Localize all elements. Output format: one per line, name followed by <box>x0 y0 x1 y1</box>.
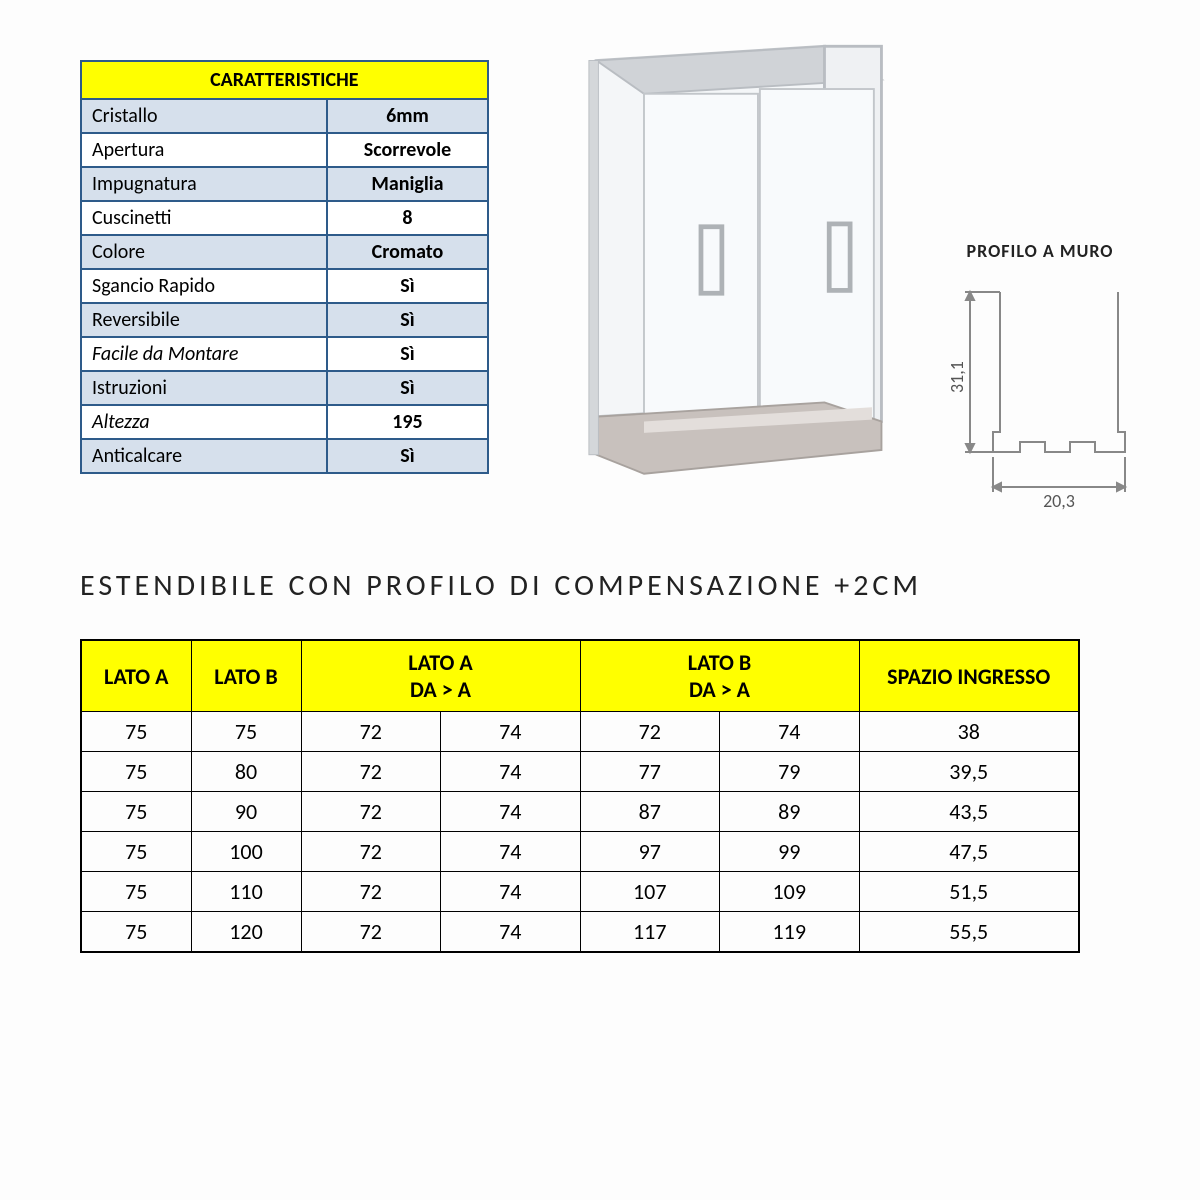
profile-width-value: 20,3 <box>1043 490 1075 512</box>
char-value: Cromato <box>327 235 487 269</box>
dims-cell: 74 <box>441 872 581 912</box>
dims-cell: 97 <box>580 832 720 872</box>
profile-height-value: 31,1 <box>946 361 968 393</box>
char-label: Apertura <box>81 133 327 167</box>
table-row: 75110727410710951,5 <box>81 872 1079 912</box>
profile-diagram: PROFILO A MURO 31,1 20,3 <box>940 240 1140 517</box>
dims-cell: 117 <box>580 912 720 953</box>
dims-cell: 72 <box>301 912 441 953</box>
table-row: 75807274777939,5 <box>81 752 1079 792</box>
dims-cell: 90 <box>191 792 301 832</box>
char-value: Sì <box>327 269 487 303</box>
char-label: Cuscinetti <box>81 201 327 235</box>
dims-cell: 74 <box>441 752 581 792</box>
dims-cell: 80 <box>191 752 301 792</box>
dims-cell: 110 <box>191 872 301 912</box>
dims-cell: 119 <box>720 912 860 953</box>
dims-cell: 74 <box>441 712 581 752</box>
characteristics-table: CARATTERISTICHE Cristallo6mmAperturaScor… <box>80 60 489 474</box>
dims-cell: 74 <box>441 912 581 953</box>
dims-cell: 38 <box>859 712 1079 752</box>
char-value: Sì <box>327 371 487 405</box>
char-label: Cristallo <box>81 99 327 133</box>
dims-cell: 120 <box>191 912 301 953</box>
table-row: 75120727411711955,5 <box>81 912 1079 953</box>
char-value: 6mm <box>327 99 487 133</box>
dims-cell: 75 <box>81 792 191 832</box>
char-label: Anticalcare <box>81 439 327 473</box>
dims-cell: 75 <box>81 912 191 953</box>
char-value: Sì <box>327 303 487 337</box>
dims-cell: 77 <box>580 752 720 792</box>
dims-cell: 72 <box>580 712 720 752</box>
dims-cell: 74 <box>720 712 860 752</box>
dims-cell: 72 <box>301 832 441 872</box>
dims-header-spazio: SPAZIO INGRESSO <box>859 640 1079 712</box>
dims-header-lato-b: LATO B <box>191 640 301 712</box>
dims-cell: 72 <box>301 752 441 792</box>
dims-body: 7575727472743875807274777939,57590727487… <box>81 712 1079 953</box>
dims-cell: 79 <box>720 752 860 792</box>
product-image <box>549 30 900 490</box>
dims-cell: 75 <box>81 872 191 912</box>
char-label: Colore <box>81 235 327 269</box>
dims-cell: 43,5 <box>859 792 1079 832</box>
char-label: Facile da Montare <box>81 337 327 371</box>
char-label: Reversibile <box>81 303 327 337</box>
dims-cell: 72 <box>301 712 441 752</box>
dims-cell: 75 <box>81 752 191 792</box>
char-label: Sgancio Rapido <box>81 269 327 303</box>
char-value: 8 <box>327 201 487 235</box>
char-value: Sì <box>327 337 487 371</box>
dims-header-lato-b-range: LATO B DA > A <box>580 640 859 712</box>
dimensions-table: LATO A LATO B LATO A DA > A LATO B DA > … <box>80 639 1080 953</box>
dims-cell: 109 <box>720 872 860 912</box>
dims-header-lato-a-range: LATO A DA > A <box>301 640 580 712</box>
dims-cell: 75 <box>81 832 191 872</box>
dims-cell: 75 <box>81 712 191 752</box>
profile-label: PROFILO A MURO <box>940 240 1140 262</box>
dims-cell: 89 <box>720 792 860 832</box>
dims-cell: 39,5 <box>859 752 1079 792</box>
dims-cell: 72 <box>301 872 441 912</box>
dims-cell: 47,5 <box>859 832 1079 872</box>
dims-cell: 72 <box>301 792 441 832</box>
extension-heading: ESTENDIBILE CON PROFILO DI COMPENSAZIONE… <box>80 567 1140 604</box>
characteristics-header: CARATTERISTICHE <box>81 61 488 99</box>
table-row: 75907274878943,5 <box>81 792 1079 832</box>
dims-cell: 87 <box>580 792 720 832</box>
table-row: 75757274727438 <box>81 712 1079 752</box>
dims-cell: 99 <box>720 832 860 872</box>
char-label: Altezza <box>81 405 327 439</box>
dims-cell: 51,5 <box>859 872 1079 912</box>
table-row: 751007274979947,5 <box>81 832 1079 872</box>
dims-cell: 75 <box>191 712 301 752</box>
dims-header-lato-a: LATO A <box>81 640 191 712</box>
dims-cell: 100 <box>191 832 301 872</box>
char-value: Scorrevole <box>327 133 487 167</box>
dims-cell: 74 <box>441 832 581 872</box>
char-label: Istruzioni <box>81 371 327 405</box>
char-value: Maniglia <box>327 167 487 201</box>
char-label: Impugnatura <box>81 167 327 201</box>
dims-cell: 74 <box>441 792 581 832</box>
char-value: Sì <box>327 439 487 473</box>
dims-cell: 107 <box>580 872 720 912</box>
char-value: 195 <box>327 405 487 439</box>
dims-cell: 55,5 <box>859 912 1079 953</box>
